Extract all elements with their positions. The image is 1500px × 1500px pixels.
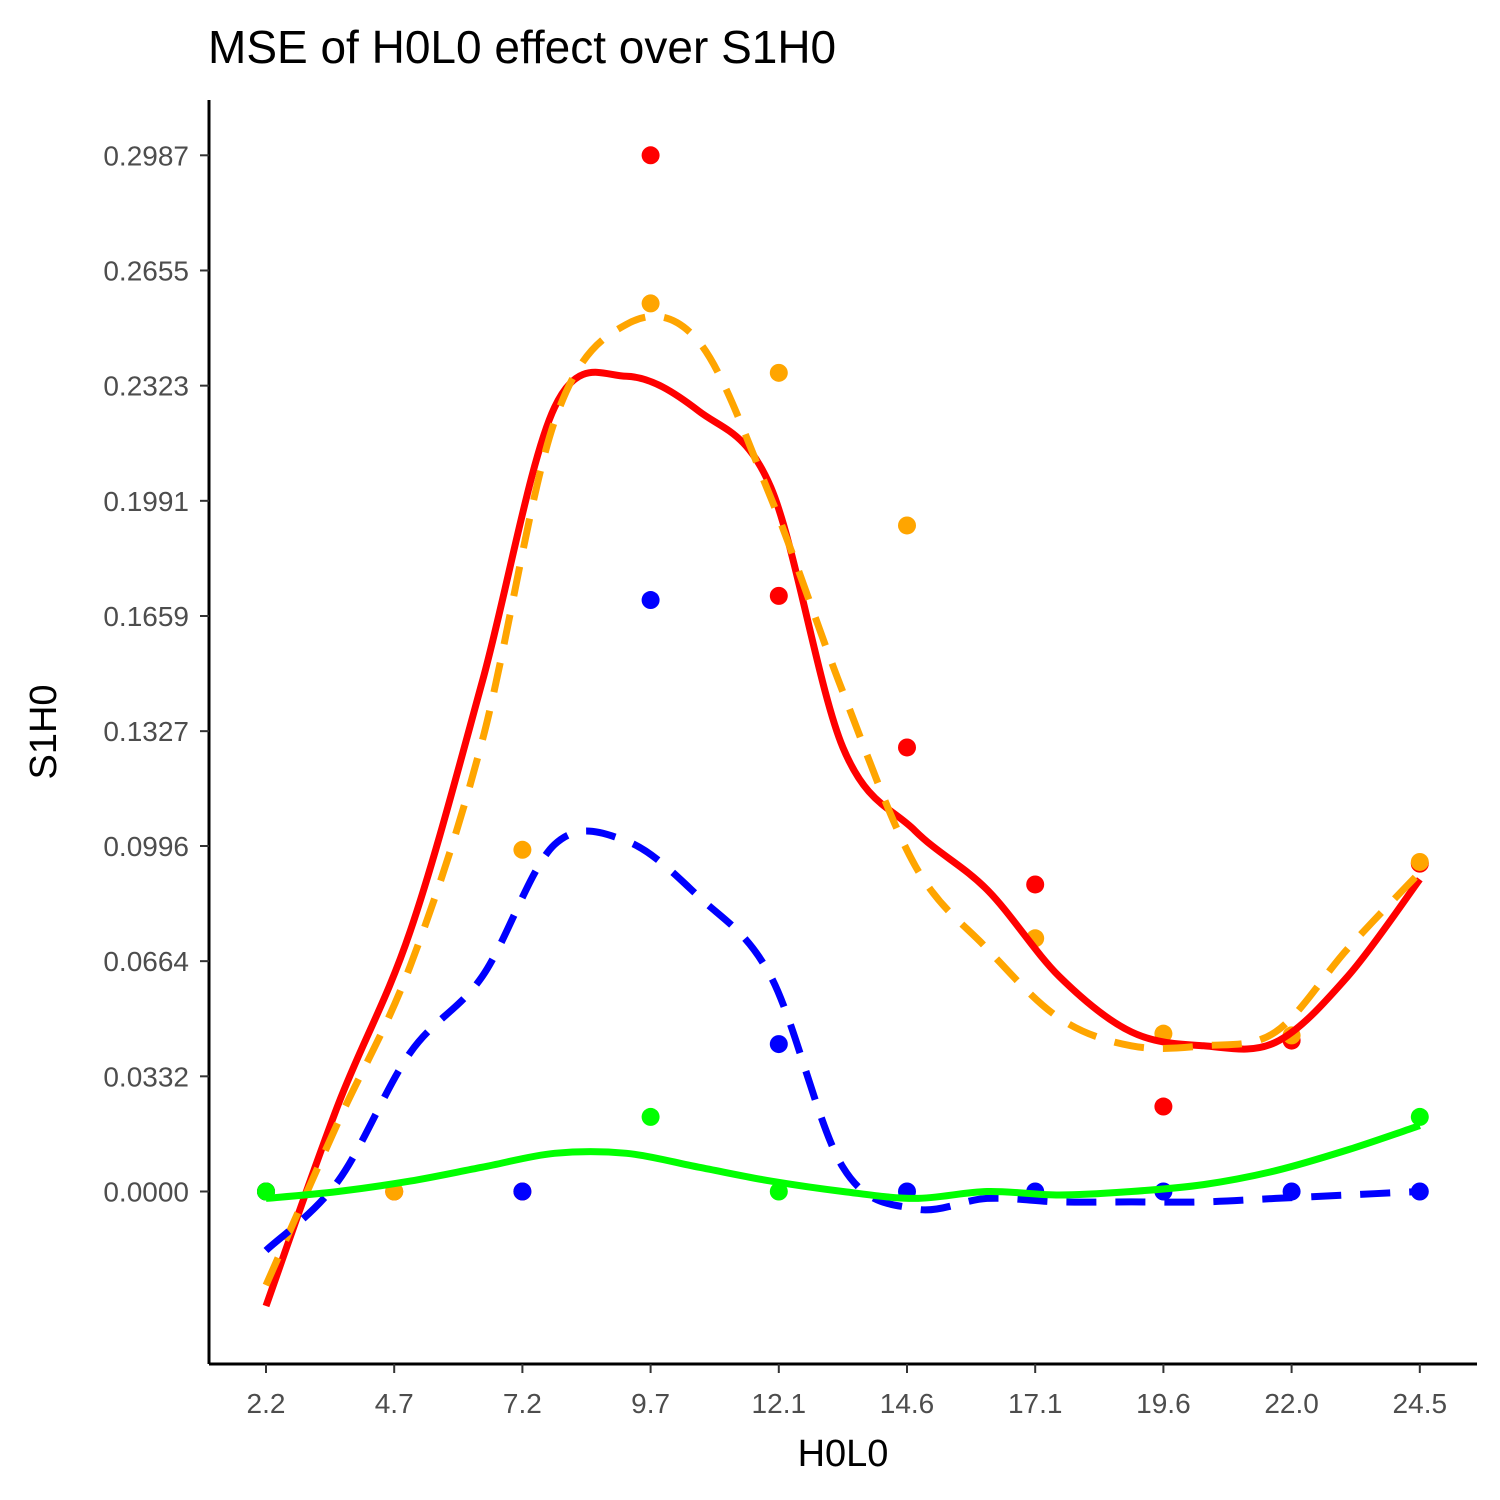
series-2-point	[513, 1182, 532, 1201]
series-0-point	[641, 146, 660, 165]
y-tick-label: 0.1991	[103, 486, 189, 517]
y-axis-label: S1H0	[23, 684, 65, 779]
series-3-point	[769, 1182, 788, 1201]
x-axis-ticks: 2.2 4.7 7.2 9.7 12.1 14.6 17.1 19.6 22.0 24.5	[247, 1364, 1448, 1419]
series-3-trend-line	[265, 1122, 1421, 1202]
x-axis-label: H0L0	[798, 1433, 889, 1475]
x-tick-label: 12.1	[752, 1388, 807, 1419]
y-tick-label: 0.2987	[103, 140, 189, 171]
x-tick-label: 7.2	[503, 1388, 542, 1419]
chart-title: MSE of H0L0 effect over S1H0	[208, 21, 836, 73]
series-0-point	[1154, 1097, 1173, 1116]
y-tick-label: 0.0996	[103, 831, 189, 862]
series-1-point	[898, 516, 916, 535]
series-1-point	[1410, 852, 1429, 871]
x-tick-label: 9.7	[631, 1388, 670, 1419]
series-3-point	[1410, 1107, 1429, 1126]
series-0-trend-line	[262, 368, 1423, 1308]
series-0-point	[898, 738, 916, 757]
y-tick-label: 0.0332	[103, 1061, 189, 1092]
x-tick-label: 24.5	[1393, 1388, 1448, 1419]
series-2-point	[641, 591, 660, 610]
series-2-trend-line	[263, 827, 1420, 1254]
x-tick-label: 14.6	[880, 1388, 935, 1419]
y-axis-ticks: 0.0000 0.0332 0.0664 0.0996 0.1327 0.1659 0.19…	[103, 140, 209, 1208]
series-1-trend-line	[262, 312, 1423, 1287]
x-tick-label: 17.1	[1008, 1388, 1063, 1419]
x-tick-label: 2.2	[247, 1388, 286, 1419]
plot-area	[257, 146, 1429, 1308]
y-tick-label: 0.1327	[103, 716, 189, 747]
x-tick-label: 19.6	[1136, 1388, 1191, 1419]
y-tick-label: 0.0664	[103, 946, 189, 977]
y-tick-label: 0.1659	[103, 601, 189, 632]
series-1-point	[641, 294, 660, 313]
series-0-point	[769, 586, 788, 605]
series-0-point	[1026, 875, 1045, 894]
y-tick-label: 0.0000	[103, 1177, 189, 1208]
series-3-point	[641, 1107, 660, 1126]
x-tick-label: 22.0	[1264, 1388, 1319, 1419]
y-tick-label: 0.2323	[103, 371, 189, 402]
series-1-point	[513, 840, 532, 859]
y-tick-label: 0.2655	[103, 255, 189, 286]
series-1-point	[769, 363, 788, 382]
x-tick-label: 4.7	[375, 1388, 414, 1419]
series-2-point	[769, 1035, 788, 1054]
